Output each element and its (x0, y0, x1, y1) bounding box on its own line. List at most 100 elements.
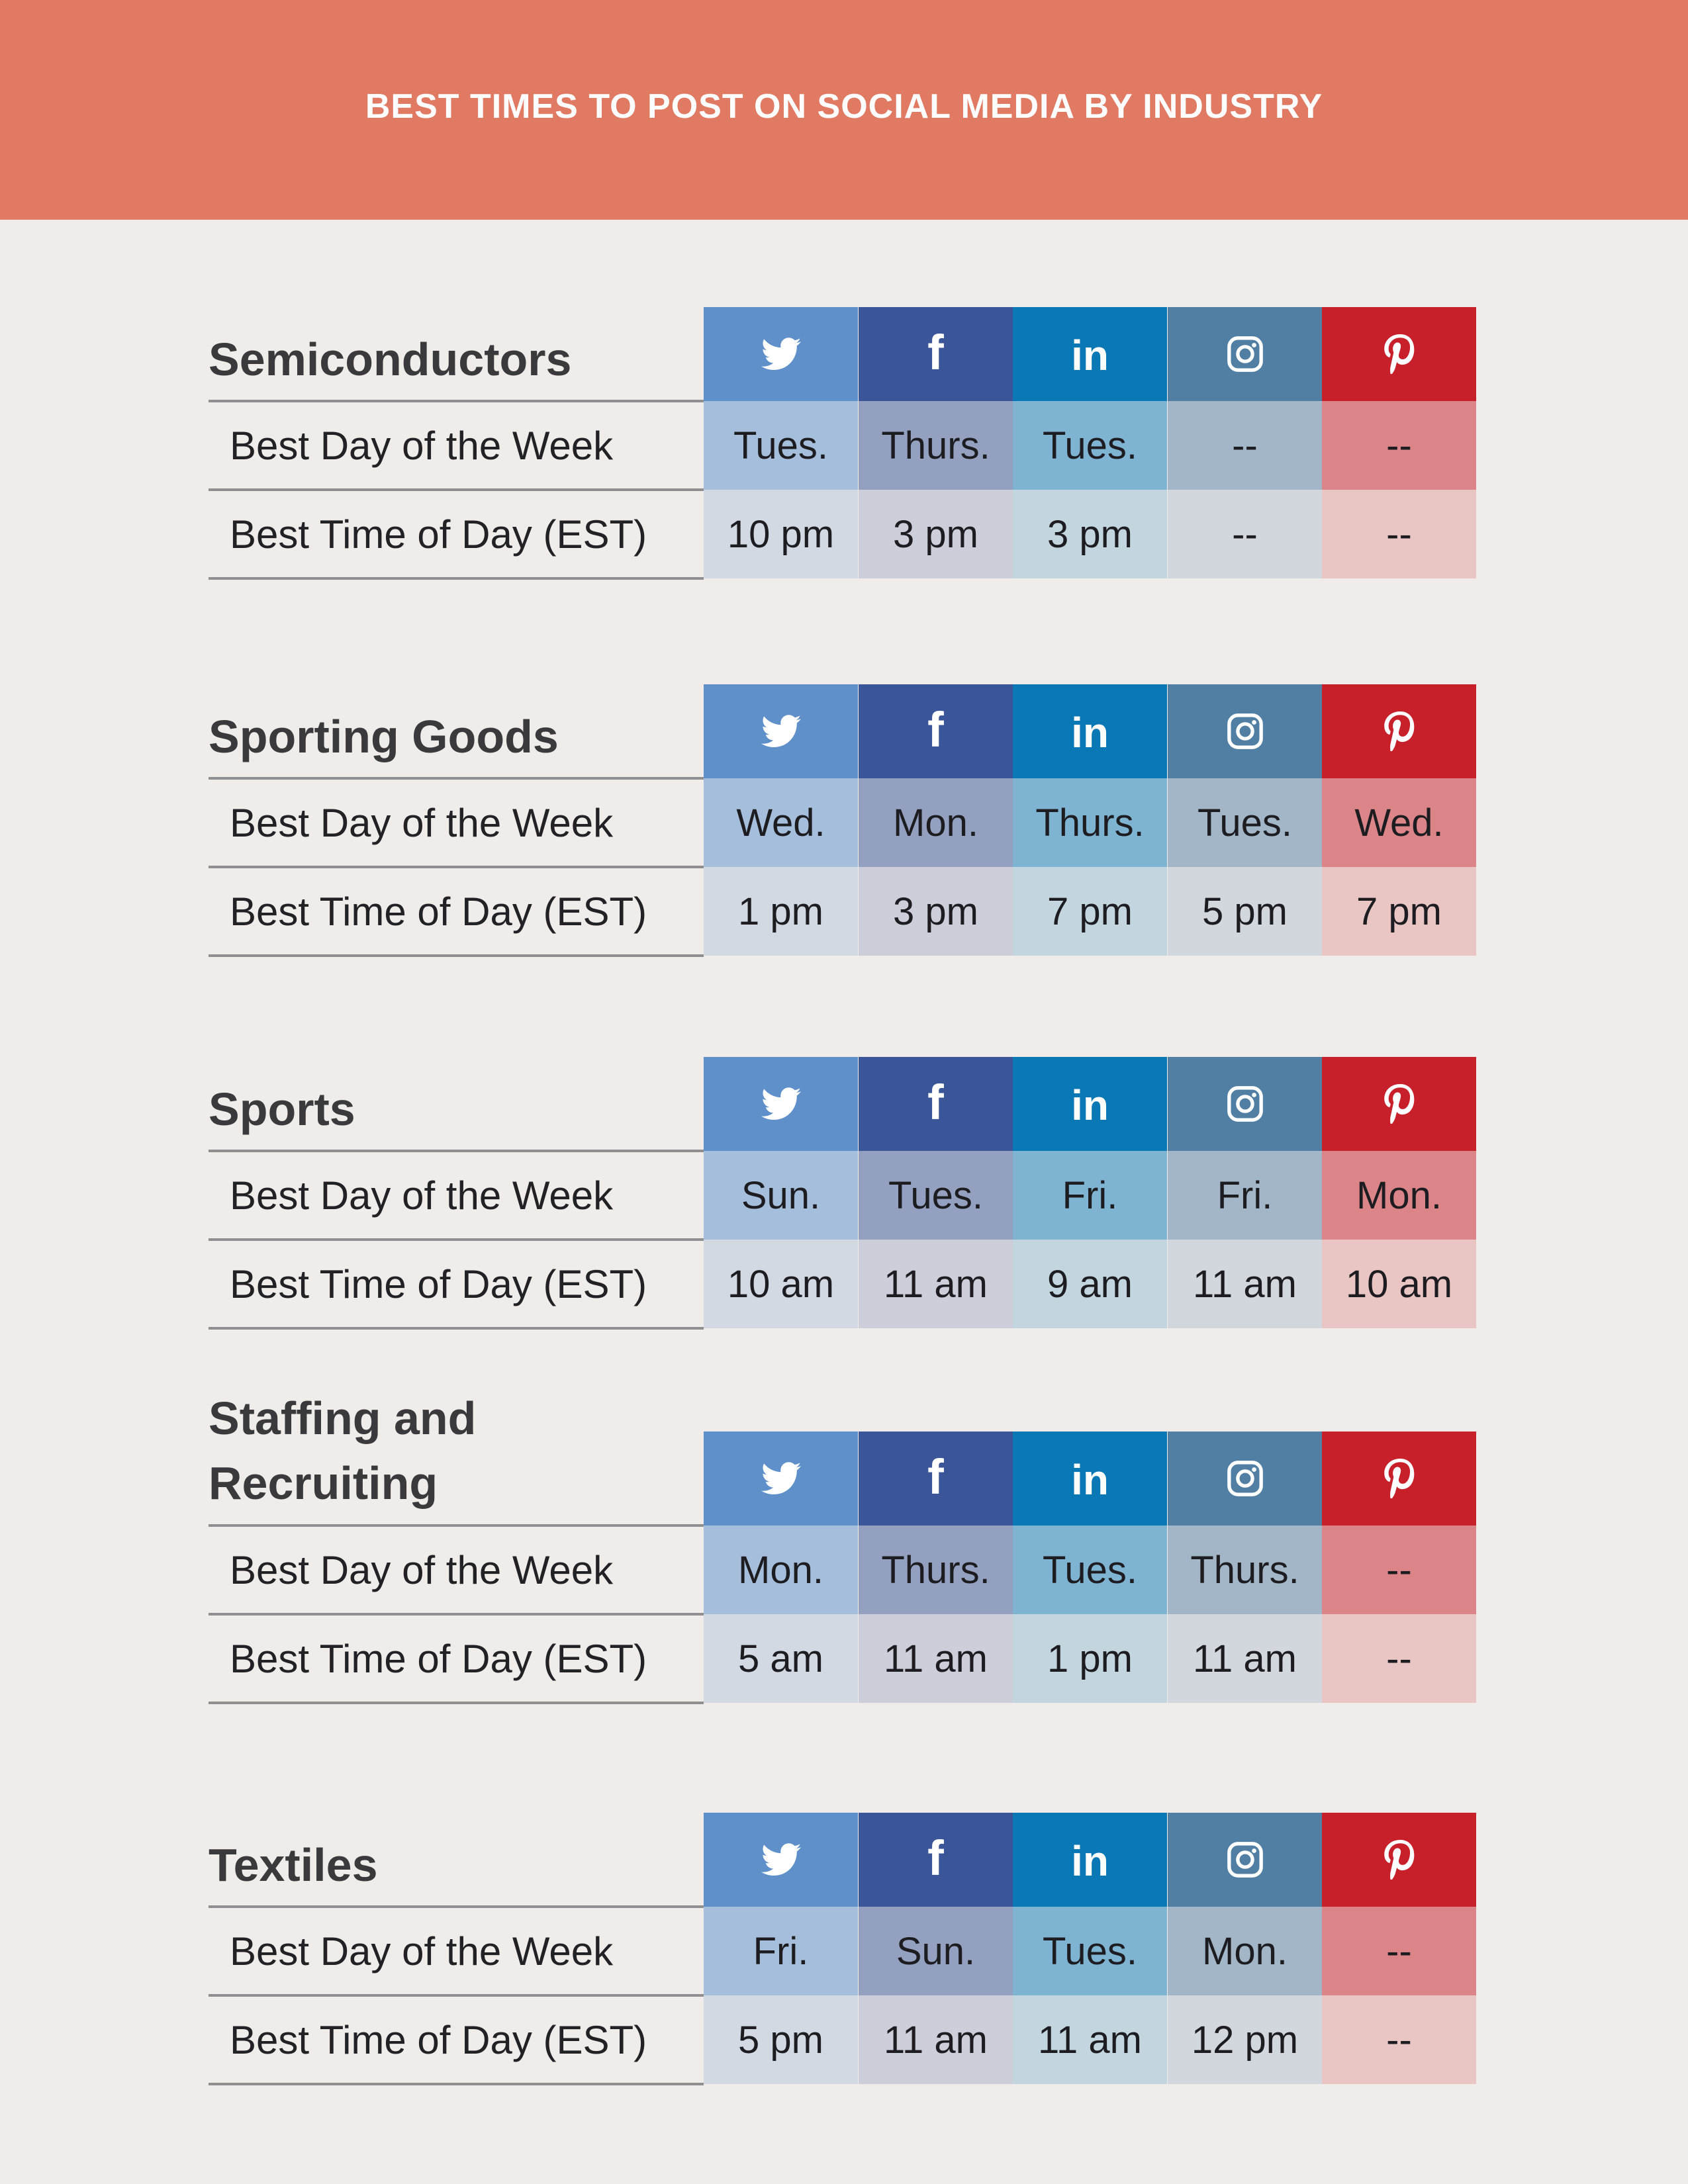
pinterest-header-cell (1322, 684, 1476, 778)
row-divider (209, 1524, 704, 1527)
best-day-cell: -- (1168, 401, 1322, 490)
row-divider (209, 1327, 704, 1330)
instagram-header-cell (1168, 1813, 1322, 1907)
best-day-cell: Fri. (1013, 1151, 1167, 1240)
linkedin-header-cell: in (1013, 1813, 1167, 1907)
industry-title: Sporting Goods (209, 711, 559, 762)
page-title: BEST TIMES TO POST ON SOCIAL MEDIA BY IN… (365, 87, 1323, 126)
instagram-icon (1226, 335, 1264, 373)
instagram-header-cell (1168, 684, 1322, 778)
instagram-icon (1226, 1085, 1264, 1123)
best-time-cell: 5 pm (704, 1995, 858, 2084)
page-header: BEST TIMES TO POST ON SOCIAL MEDIA BY IN… (0, 0, 1688, 220)
best-time-label: Best Time of Day (EST) (230, 512, 647, 557)
linkedin-header-cell: in (1013, 1057, 1167, 1151)
industry-section: Sports Best Day of the Week Best Time of D… (209, 1057, 1476, 1330)
facebook-icon: f (927, 1449, 944, 1504)
twitter-icon (761, 715, 801, 748)
row-divider (209, 1994, 704, 1997)
best-time-cell: 11 am (859, 1240, 1013, 1328)
linkedin-header-cell: in (1013, 1432, 1167, 1525)
twitter-icon (761, 1843, 801, 1876)
best-day-label: Best Day of the Week (230, 1548, 614, 1592)
facebook-header-cell: f (859, 307, 1013, 401)
best-time-cell: 10 am (704, 1240, 858, 1328)
instagram-icon (1226, 1841, 1264, 1879)
industry-section: Textiles Best Day of the Week Best Time of… (209, 1813, 1476, 2085)
best-time-label: Best Time of Day (EST) (230, 1637, 647, 1681)
instagram-header-cell (1168, 307, 1322, 401)
best-day-cell: Wed. (1322, 778, 1476, 867)
best-time-cell: 11 am (859, 1995, 1013, 2084)
best-time-cell: -- (1168, 490, 1322, 578)
row-divider (209, 1702, 704, 1704)
facebook-icon: f (927, 702, 944, 757)
best-day-label: Best Day of the Week (230, 1929, 614, 1974)
industry-title: Textiles (209, 1839, 378, 1891)
best-day-cell: Tues. (1168, 778, 1322, 867)
linkedin-icon: in (1071, 1456, 1109, 1504)
pinterest-icon (1383, 1840, 1415, 1880)
best-day-cell: Tues. (1013, 401, 1167, 490)
best-day-cell: Sun. (859, 1907, 1013, 1995)
twitter-header-cell (704, 307, 858, 401)
row-divider (209, 777, 704, 780)
row-divider (209, 1613, 704, 1615)
row-divider (209, 400, 704, 402)
best-day-cell: -- (1322, 401, 1476, 490)
best-day-cell: Mon. (704, 1525, 858, 1614)
best-day-cell: Tues. (1013, 1525, 1167, 1614)
pinterest-header-cell (1322, 1057, 1476, 1151)
industry-title: Semiconductors (209, 334, 572, 385)
linkedin-icon: in (1071, 332, 1109, 379)
row-divider (209, 1238, 704, 1241)
best-day-cell: Mon. (859, 778, 1013, 867)
best-day-cell: Sun. (704, 1151, 858, 1240)
best-time-cell: 7 pm (1013, 867, 1167, 956)
industry-title: Sports (209, 1083, 355, 1135)
best-time-cell: 3 pm (1013, 490, 1167, 578)
row-divider (209, 1150, 704, 1152)
best-time-label: Best Time of Day (EST) (230, 2018, 647, 2062)
best-time-cell: 3 pm (859, 867, 1013, 956)
industry-section: Semiconductors Best Day of the Week Best T… (209, 307, 1476, 580)
facebook-header-cell: f (859, 684, 1013, 778)
twitter-header-cell (704, 1432, 858, 1525)
best-day-cell: Tues. (859, 1151, 1013, 1240)
best-time-cell: 5 pm (1168, 867, 1322, 956)
facebook-header-cell: f (859, 1057, 1013, 1151)
best-time-label: Best Time of Day (EST) (230, 1262, 647, 1306)
linkedin-header-cell: in (1013, 307, 1167, 401)
best-day-label: Best Day of the Week (230, 424, 614, 468)
best-time-cell: -- (1322, 1614, 1476, 1703)
instagram-icon (1226, 712, 1264, 751)
facebook-icon: f (927, 1830, 944, 1886)
pinterest-icon (1383, 334, 1415, 374)
best-day-cell: Fri. (704, 1907, 858, 1995)
best-day-cell: -- (1322, 1907, 1476, 1995)
best-day-cell: Tues. (704, 401, 858, 490)
twitter-icon (761, 1087, 801, 1120)
instagram-header-cell (1168, 1432, 1322, 1525)
row-divider (209, 488, 704, 491)
best-time-cell: 10 pm (704, 490, 858, 578)
linkedin-icon: in (1071, 1837, 1109, 1885)
best-time-cell: 1 pm (1013, 1614, 1167, 1703)
best-time-label: Best Time of Day (EST) (230, 889, 647, 934)
best-day-cell: Thurs. (859, 401, 1013, 490)
twitter-header-cell (704, 1813, 858, 1907)
pinterest-icon (1383, 1084, 1415, 1124)
industry-title-line: Staffing and (209, 1392, 477, 1444)
best-time-cell: 11 am (1168, 1614, 1322, 1703)
pinterest-header-cell (1322, 307, 1476, 401)
best-day-cell: Fri. (1168, 1151, 1322, 1240)
best-day-cell: Mon. (1168, 1907, 1322, 1995)
best-day-cell: -- (1322, 1525, 1476, 1614)
pinterest-header-cell (1322, 1432, 1476, 1525)
best-time-cell: 11 am (1013, 1995, 1167, 2084)
facebook-icon: f (927, 1074, 944, 1130)
twitter-header-cell (704, 1057, 858, 1151)
best-day-cell: Mon. (1322, 1151, 1476, 1240)
facebook-icon: f (927, 324, 944, 380)
best-day-cell: Thurs. (1168, 1525, 1322, 1614)
